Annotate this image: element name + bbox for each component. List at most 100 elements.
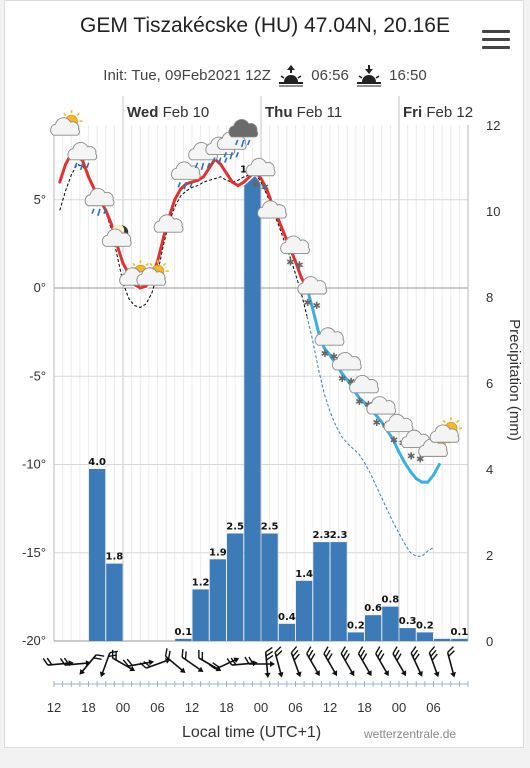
temperature-segment bbox=[403, 461, 412, 474]
wind-barb-icon bbox=[375, 646, 389, 677]
wind-barb-icon bbox=[122, 658, 155, 667]
rain-icon bbox=[67, 141, 98, 171]
barb-head bbox=[264, 672, 271, 678]
precip-bar-label: 0.3 bbox=[399, 616, 417, 627]
x-tick-label: 12 bbox=[323, 700, 337, 715]
barb-feather bbox=[327, 653, 333, 661]
cloud-shape bbox=[50, 117, 80, 136]
precip-bar-label: 0.6 bbox=[364, 603, 382, 614]
precip-bar-label: 2.5 bbox=[261, 522, 279, 533]
temperature-segment bbox=[340, 371, 349, 382]
day-label-weekday: Thu bbox=[265, 104, 293, 121]
barb-head bbox=[366, 670, 372, 677]
rain-drop bbox=[206, 162, 211, 169]
barb-feather bbox=[63, 657, 70, 666]
barb-feather bbox=[46, 657, 53, 666]
barb-shaft bbox=[165, 655, 185, 673]
barb-head bbox=[383, 670, 389, 677]
snow-icon: ✱✱ bbox=[245, 157, 276, 194]
wind-barb-icon bbox=[392, 646, 407, 677]
wind-barb-icon bbox=[357, 646, 372, 677]
precip-tick-label: 10 bbox=[486, 204, 500, 219]
barb-feather bbox=[143, 660, 151, 668]
barb-head bbox=[233, 657, 240, 663]
precip-tick-label: 0 bbox=[486, 634, 493, 649]
barb-feather bbox=[392, 646, 398, 654]
temperature-segment bbox=[167, 198, 177, 219]
snow-icon: ✱✱ bbox=[297, 276, 328, 312]
barb-feather bbox=[293, 653, 300, 661]
wind-barb-icon bbox=[340, 646, 355, 677]
cloud-shape bbox=[429, 424, 460, 443]
cloud-sun-icon bbox=[429, 417, 462, 443]
barb-feather bbox=[208, 663, 217, 670]
barb-feather bbox=[164, 648, 168, 657]
rain-drop bbox=[86, 162, 90, 169]
barb-shaft bbox=[64, 662, 90, 666]
barb-head bbox=[349, 670, 355, 677]
x-tick-label: 18 bbox=[219, 700, 233, 715]
snowflake: ✱ bbox=[261, 183, 269, 194]
day-label-weekday: Wed bbox=[127, 104, 158, 121]
precip-bar bbox=[399, 628, 416, 641]
temp-tick-label: 5° bbox=[34, 192, 46, 207]
precip-bar bbox=[347, 632, 364, 641]
sunset-time: 16:50 bbox=[389, 66, 427, 84]
temperature-segment bbox=[81, 159, 90, 179]
x-tick-label: 00 bbox=[254, 700, 268, 715]
barb-feather bbox=[290, 646, 298, 654]
x-tick-label: 18 bbox=[357, 700, 371, 715]
precip-bar-label: 0.1 bbox=[175, 627, 193, 638]
barb-feather bbox=[275, 650, 283, 657]
precip-bar bbox=[416, 632, 433, 641]
temperature-segment bbox=[294, 260, 303, 279]
precip-axis-title: Precipitation (mm) bbox=[506, 319, 523, 441]
night-cloud-icon bbox=[101, 224, 132, 247]
cloud-shape bbox=[297, 276, 328, 295]
barb-feather bbox=[230, 657, 237, 666]
snowflake: ✱ bbox=[304, 298, 312, 309]
wind-barb-icon bbox=[428, 646, 440, 678]
rain-drop bbox=[103, 208, 107, 215]
temperature-segment bbox=[58, 162, 67, 184]
x-axis-title: Local time (UTC+1) bbox=[182, 724, 322, 741]
cloud-shape bbox=[245, 157, 276, 177]
x-tick-label: 06 bbox=[288, 700, 302, 715]
init-time: Init: Tue, 09Feb2021 12Z bbox=[103, 66, 271, 84]
sun-ray bbox=[442, 419, 446, 424]
snow-icon: ✱✱ bbox=[331, 352, 362, 388]
precip-tick-label: 2 bbox=[486, 548, 493, 563]
precip-bar bbox=[330, 542, 347, 641]
barb-head bbox=[277, 671, 284, 678]
snowflake: ✱ bbox=[338, 374, 346, 385]
precip-tick-label: 12 bbox=[486, 118, 500, 133]
barb-feather bbox=[323, 646, 329, 654]
barb-feather bbox=[396, 653, 402, 661]
rain-icon bbox=[170, 161, 201, 190]
barb-feather bbox=[274, 646, 282, 653]
temperature-segment bbox=[322, 346, 332, 357]
barb-feather bbox=[244, 656, 250, 665]
day-label-weekday: Fri bbox=[403, 104, 422, 121]
wind-barb-icon bbox=[42, 657, 74, 667]
wind-barb-icon bbox=[306, 646, 320, 677]
cloud-shape bbox=[383, 413, 414, 433]
barb-head bbox=[400, 670, 407, 677]
rain-drop bbox=[74, 162, 78, 169]
precip-bar bbox=[106, 563, 123, 641]
precip-bar bbox=[434, 638, 451, 641]
precip-bar-label: 2.5 bbox=[226, 522, 244, 533]
snowflake: ✱ bbox=[347, 377, 355, 388]
barb-feather bbox=[111, 649, 114, 659]
cloud-shape bbox=[67, 141, 98, 161]
x-tick-label: 18 bbox=[81, 700, 95, 715]
precip-bar-label: 1.2 bbox=[192, 577, 210, 588]
precip-bar bbox=[227, 533, 244, 641]
temperature-segment bbox=[202, 166, 211, 179]
temperature-segment bbox=[259, 177, 269, 191]
hamburger-menu-icon[interactable] bbox=[482, 30, 510, 50]
barb-feather bbox=[359, 649, 366, 658]
wind-barb-icon bbox=[79, 654, 105, 675]
barb-feather bbox=[42, 658, 49, 666]
temperature-segment bbox=[397, 450, 407, 465]
